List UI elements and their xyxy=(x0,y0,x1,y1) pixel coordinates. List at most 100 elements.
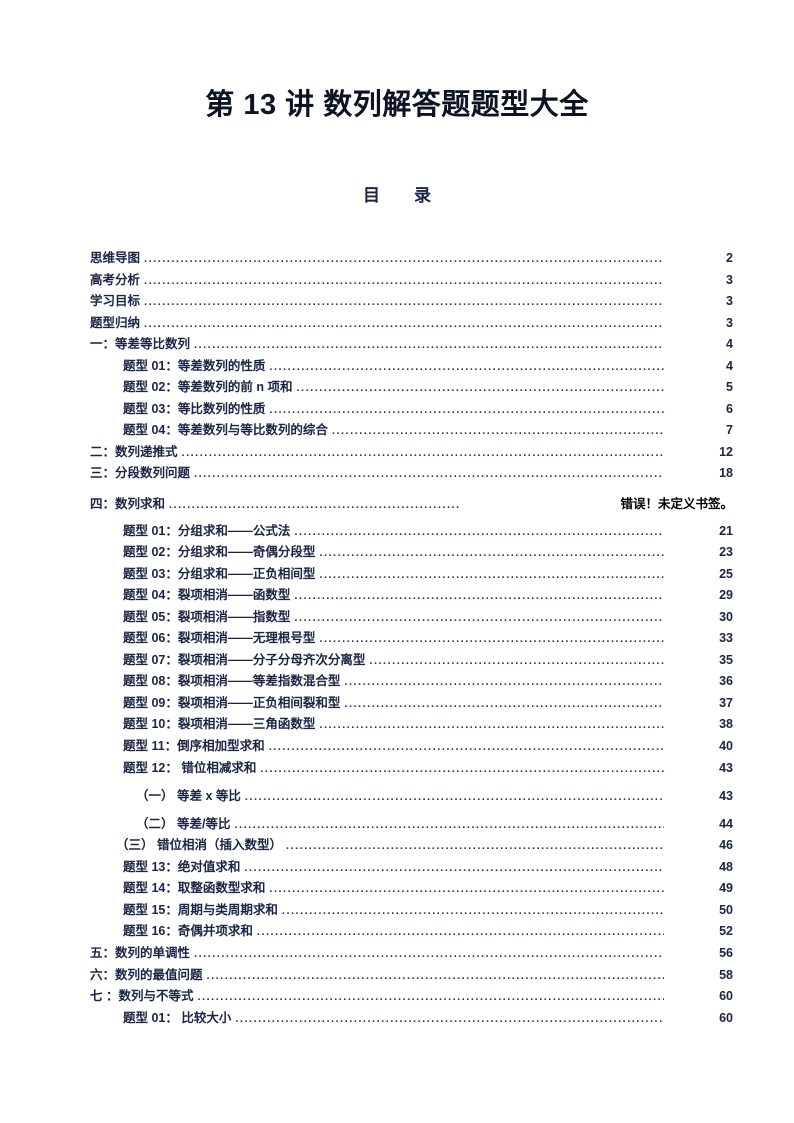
toc-entry-label: 六：数列的最值问题 xyxy=(90,967,203,982)
toc-entry-page: 6 xyxy=(726,401,733,416)
toc-entry-page: 36 xyxy=(719,674,733,689)
toc-entry-label: （一） 等差 x 等比 xyxy=(136,789,241,804)
dot-leader xyxy=(182,443,664,465)
toc-entry-page: 43 xyxy=(719,789,733,804)
dot-leader xyxy=(197,987,664,1009)
toc-entry[interactable]: 三：分段数列问题 18 xyxy=(90,463,738,485)
toc-entry-page: 3 xyxy=(726,272,733,287)
toc-entry[interactable]: 思维导图 2 xyxy=(90,248,738,270)
toc-entry-page: 60 xyxy=(719,1010,733,1025)
toc-entry[interactable]: 题型 08：裂项相消——等差指数混合型 36 xyxy=(90,671,738,693)
toc-entry[interactable]: 四：数列求和 错误！未定义书签。 xyxy=(90,494,738,516)
toc-entry-page: 48 xyxy=(719,859,733,874)
dot-leader xyxy=(282,901,664,923)
toc-entry[interactable]: 题型 03：分组求和——正负相间型 25 xyxy=(90,564,738,586)
dot-leader xyxy=(369,651,664,673)
toc-entry[interactable]: 题型 07：裂项相消——分子分母齐次分离型 35 xyxy=(90,650,738,672)
toc-entry[interactable]: 题型 03：等比数列的性质 6 xyxy=(90,399,738,421)
dot-leader xyxy=(194,944,664,966)
dot-leader xyxy=(332,421,664,443)
toc-entry-page: 25 xyxy=(719,566,733,581)
toc-entry-page: 3 xyxy=(726,294,733,309)
toc-entry[interactable]: 二：数列递推式 12 xyxy=(90,442,738,464)
dot-leader xyxy=(207,966,664,988)
toc-entry[interactable]: 题型 02：分组求和——奇偶分段型 23 xyxy=(90,542,738,564)
toc-entry-page: 21 xyxy=(719,523,733,538)
toc-entry[interactable]: 题型 09：裂项相消——正负相间裂和型 37 xyxy=(90,693,738,715)
toc-entry-label: （三） 错位相消（插入数型） xyxy=(116,838,282,853)
toc-entry[interactable]: 题型 10：裂项相消——三角函数型 38 xyxy=(90,714,738,736)
toc-entry[interactable]: 五：数列的单调性 56 xyxy=(90,943,738,965)
toc-entry-page: 30 xyxy=(719,609,733,624)
toc-entry[interactable]: 题型 06：裂项相消——无理根号型 33 xyxy=(90,628,738,650)
toc-entry-label: 题型 01：等差数列的性质 xyxy=(123,358,266,373)
dot-leader xyxy=(245,787,664,809)
toc-entry-label: 题型 13：绝对值求和 xyxy=(123,859,241,874)
toc-entry-page: 7 xyxy=(726,423,733,438)
toc-entry[interactable]: 题型 15：周期与类周期求和 50 xyxy=(90,900,738,922)
dot-leader xyxy=(169,495,460,517)
toc-entry[interactable]: 学习目标 3 xyxy=(90,291,738,313)
toc-entry[interactable]: 题型归纳 3 xyxy=(90,313,738,335)
toc-entry-label: 题型 01：分组求和——公式法 xyxy=(123,523,291,538)
toc-entry-page: 5 xyxy=(726,380,733,395)
toc-entry-label: 学习目标 xyxy=(90,294,141,309)
dot-leader xyxy=(319,565,664,587)
toc-entry[interactable]: 题型 11：倒序相加型求和 40 xyxy=(90,736,738,758)
toc-entry-page: 43 xyxy=(719,760,733,775)
toc-entry[interactable]: 题型 13：绝对值求和 48 xyxy=(90,857,738,879)
toc-entry-page: 37 xyxy=(719,695,733,710)
dot-leader xyxy=(144,292,664,314)
toc-entry-page: 23 xyxy=(719,545,733,560)
toc-entry-label: 三：分段数列问题 xyxy=(90,466,191,481)
dot-leader xyxy=(144,249,664,271)
toc-entry-page: 3 xyxy=(726,315,733,330)
toc-entry-label: 题型 09：裂项相消——正负相间裂和型 xyxy=(123,695,341,710)
toc-entry-label: 一：等差等比数列 xyxy=(90,337,191,352)
toc-entry[interactable]: 题型 02：等差数列的前 n 项和 5 xyxy=(90,377,738,399)
toc-entry-label: 题型 02：分组求和——奇偶分段型 xyxy=(123,545,316,560)
toc-entry[interactable]: 六：数列的最值问题 58 xyxy=(90,965,738,987)
toc-entry-label: 题型 02：等差数列的前 n 项和 xyxy=(123,380,293,395)
toc-entry-page: 52 xyxy=(719,924,733,939)
toc-entry[interactable]: （二） 等差/等比 44 xyxy=(90,814,738,836)
toc-entry-label: 题型 05：裂项相消——指数型 xyxy=(123,609,291,624)
toc-entry[interactable]: 题型 14：取整函数型求和 49 xyxy=(90,878,738,900)
toc-entry[interactable]: 题型 01：分组求和——公式法 21 xyxy=(90,521,738,543)
dot-leader xyxy=(294,522,664,544)
toc-entry-label: 题型 04：裂项相消——函数型 xyxy=(123,588,291,603)
toc-entry-page: 错误！未定义书签。 xyxy=(620,497,733,512)
toc-entry-page: 33 xyxy=(719,631,733,646)
toc-entry[interactable]: 七 ：数列与不等式 60 xyxy=(90,986,738,1008)
toc-entry[interactable]: 题型 01：等差数列的性质 4 xyxy=(90,356,738,378)
toc-entry-page: 46 xyxy=(719,838,733,853)
toc-entry-page: 12 xyxy=(719,444,733,459)
dot-leader xyxy=(319,543,664,565)
toc-entry-page: 38 xyxy=(719,717,733,732)
toc-entry[interactable]: （三） 错位相消（插入数型） 46 xyxy=(90,835,738,857)
dot-leader xyxy=(144,271,664,293)
toc-entry[interactable]: 一：等差等比数列 4 xyxy=(90,334,738,356)
toc-entry-label: 题型 12： 错位相减求和 xyxy=(123,760,257,775)
toc-entry-page: 56 xyxy=(719,945,733,960)
dot-leader xyxy=(269,737,664,759)
toc-entry-label: 题型归纳 xyxy=(90,315,141,330)
dot-leader xyxy=(319,629,664,651)
dot-leader xyxy=(260,759,664,781)
toc-entry-page: 35 xyxy=(719,652,733,667)
toc-entry-page: 4 xyxy=(726,358,733,373)
dot-leader xyxy=(234,815,664,837)
toc-entry[interactable]: 题型 04：裂项相消——函数型 29 xyxy=(90,585,738,607)
toc-entry-label: 题型 08：裂项相消——等差指数混合型 xyxy=(123,674,341,689)
toc-entry[interactable]: 题型 05：裂项相消——指数型 30 xyxy=(90,607,738,629)
toc-entry[interactable]: （一） 等差 x 等比 43 xyxy=(90,786,738,808)
toc-entry[interactable]: 题型 12： 错位相减求和 43 xyxy=(90,758,738,780)
toc-entry-label: 题型 14：取整函数型求和 xyxy=(123,881,266,896)
toc-entry[interactable]: 高考分析 3 xyxy=(90,270,738,292)
toc-entry[interactable]: 题型 04：等差数列与等比数列的综合 7 xyxy=(90,420,738,442)
toc-entry[interactable]: 题型 01： 比较大小 60 xyxy=(90,1008,738,1030)
toc-entry-page: 49 xyxy=(719,881,733,896)
dot-leader xyxy=(296,378,664,400)
toc-entry[interactable]: 题型 16：奇偶并项求和 52 xyxy=(90,921,738,943)
